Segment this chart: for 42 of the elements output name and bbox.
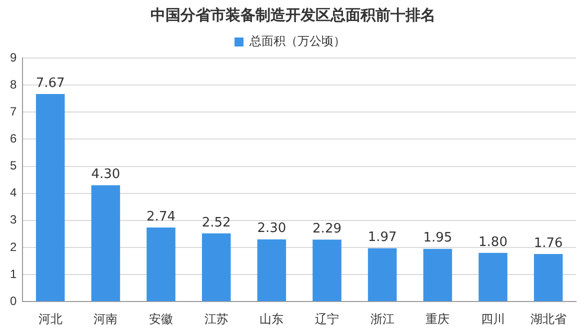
bar [423, 248, 452, 302]
data-label: 2.74 [146, 209, 176, 224]
y-tick-label: 4 [10, 186, 17, 200]
x-tick-label: 河北 [38, 312, 62, 326]
x-tick-label: 重庆 [426, 312, 450, 326]
y-tick-label: 2 [10, 240, 17, 254]
x-tick-label: 河南 [94, 312, 118, 326]
data-label: 2.29 [312, 221, 342, 236]
data-label: 1.97 [368, 230, 397, 246]
data-label: 1.95 [423, 230, 452, 246]
data-label: 2.52 [202, 215, 231, 230]
bar [202, 233, 231, 302]
bar [91, 185, 120, 302]
x-tick-label: 浙江 [370, 312, 394, 326]
chart-title: 中国分省市装备制造开发区总面积前十排名 [150, 6, 436, 25]
x-tick-label: 江苏 [204, 312, 228, 326]
bar [368, 248, 397, 302]
bar [36, 94, 65, 302]
data-label: 7.67 [36, 76, 65, 91]
x-tick-label: 湖北省 [530, 312, 566, 326]
y-tick-label: 3 [10, 212, 17, 227]
data-label: 1.76 [534, 236, 563, 251]
bar [534, 254, 563, 302]
bar [257, 239, 286, 302]
data-label: 2.30 [257, 221, 286, 236]
bar [146, 227, 176, 302]
data-label: 1.80 [478, 234, 508, 250]
y-tick-label: 9 [10, 50, 17, 64]
y-tick-label: 7 [10, 104, 17, 118]
x-tick-label: 安徽 [149, 312, 174, 326]
bar [312, 240, 342, 302]
x-tick-label: 辽宁 [315, 312, 340, 326]
y-tick-label: 1 [10, 266, 17, 281]
y-tick-label: 5 [10, 158, 17, 173]
y-tick-label: 6 [10, 132, 17, 146]
x-tick-label: 山东 [260, 312, 284, 326]
x-tick-label: 四川 [481, 312, 505, 326]
y-tick-label: 0 [10, 294, 17, 308]
legend-label: 总面积（万公顷） [248, 34, 346, 48]
y-tick-label: 8 [10, 77, 17, 92]
data-label: 4.30 [91, 167, 120, 182]
bar [478, 252, 508, 302]
